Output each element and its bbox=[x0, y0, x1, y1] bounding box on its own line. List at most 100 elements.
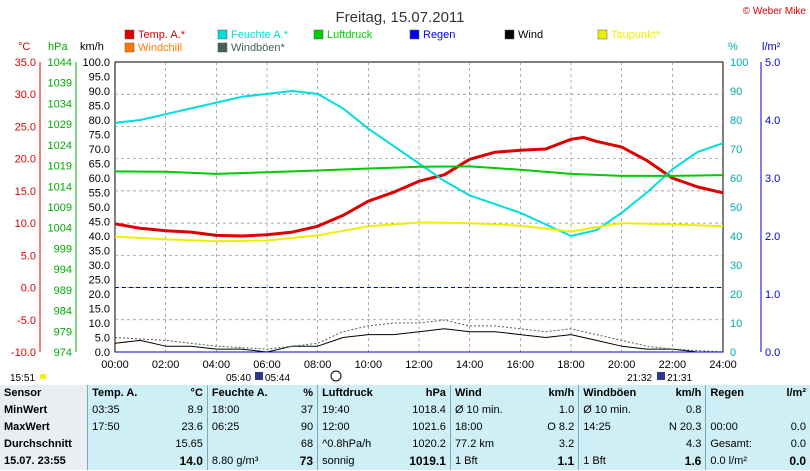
wind-tick-label: 100.0 bbox=[82, 57, 110, 69]
wind-tick-label: 65.0 bbox=[89, 159, 110, 171]
wind-current-value: 1.1 bbox=[525, 453, 579, 470]
wind-tick-label: 95.0 bbox=[89, 72, 110, 84]
stats-header-pres: Luftdruck bbox=[317, 385, 393, 402]
wind-tick-label: 55.0 bbox=[89, 188, 110, 200]
wind-run: 77.2 km bbox=[449, 436, 526, 453]
temp-max-time: 17:50 bbox=[87, 419, 156, 436]
stats-row-avg: Durchschnitt 15.65 68 ^0.8hPa/h 1020.2 7… bbox=[0, 436, 810, 453]
wind-tick-label: 60.0 bbox=[89, 173, 110, 185]
legend-swatch bbox=[124, 42, 135, 53]
gust-min-value: 0.8 bbox=[652, 402, 706, 419]
temp-tick-label: 30.0 bbox=[15, 89, 36, 101]
rain-tick-label: 0.0 bbox=[765, 347, 780, 359]
legend-label: Windböen* bbox=[231, 42, 286, 54]
hum-tick-label: 90 bbox=[730, 86, 742, 98]
hum-tick-label: 100 bbox=[730, 57, 748, 69]
hum-tick-label: 70 bbox=[730, 144, 742, 156]
legend-swatch bbox=[504, 29, 515, 40]
stats-header-rain-unit: l/m² bbox=[782, 385, 810, 402]
rain-min-value bbox=[782, 402, 810, 419]
rain-max-value: 0.0 bbox=[782, 419, 810, 436]
x-tick-label: 02:00 bbox=[152, 359, 180, 371]
stats-row-min: MinWert 03:35 8.9 18:00 37 19:40 1018.4 … bbox=[0, 402, 810, 419]
temp-avg-value: 15.65 bbox=[155, 436, 208, 453]
x-tick-label: 10:00 bbox=[355, 359, 383, 371]
pres-tick-label: 984 bbox=[54, 306, 72, 318]
rain-tick-label: 2.0 bbox=[765, 231, 780, 243]
rain-current-value: 0.0 bbox=[782, 453, 810, 470]
temp-tick-label: 15.0 bbox=[15, 186, 36, 198]
rain-tick-label: 4.0 bbox=[765, 115, 780, 127]
wind-tick-label: 5.0 bbox=[95, 333, 110, 345]
temp-current-value: 14.0 bbox=[155, 453, 208, 470]
rain-tick-label: 5.0 bbox=[765, 57, 780, 69]
stats-header-rain: Regen bbox=[705, 385, 783, 402]
legend-swatch bbox=[409, 29, 420, 40]
sunset-icon bbox=[657, 372, 665, 380]
stats-header-temp-unit: °C bbox=[155, 385, 208, 402]
moon-icon bbox=[330, 370, 342, 382]
pres-trend: ^0.8hPa/h bbox=[317, 436, 393, 453]
temp-tick-label: 20.0 bbox=[15, 154, 36, 166]
sunrise-icon bbox=[255, 372, 263, 380]
series-line-windb-en bbox=[114, 319, 724, 353]
hum-tick-label: 50 bbox=[730, 202, 742, 214]
stats-header-temp: Temp. A. bbox=[87, 385, 156, 402]
legend-label: Wind bbox=[518, 29, 543, 41]
legend-label: Feuchte A.* bbox=[231, 29, 289, 41]
pres-tick-label: 1024 bbox=[48, 140, 72, 152]
hum-max-time: 06:25 bbox=[206, 419, 281, 436]
temp-tick-label: -10.0 bbox=[11, 347, 36, 359]
rain-tick-label: 1.0 bbox=[765, 289, 780, 301]
series-line-temp-a bbox=[114, 135, 724, 238]
pres-tick-label: 989 bbox=[54, 285, 72, 297]
stats-header-wind-unit: km/h bbox=[525, 385, 579, 402]
wind-max-label: 18:00 bbox=[449, 419, 526, 436]
stats-header-sensor: Sensor bbox=[0, 385, 88, 402]
wind-tick-label: 75.0 bbox=[89, 130, 110, 142]
wind-avg-value: 3.2 bbox=[525, 436, 579, 453]
stats-header-wind: Wind bbox=[449, 385, 526, 402]
stats-header-hum-unit: % bbox=[280, 385, 318, 402]
wind-tick-label: 25.0 bbox=[89, 275, 110, 287]
stats-header-pres-unit: hPa bbox=[392, 385, 451, 402]
wind-min-value: 1.0 bbox=[525, 402, 579, 419]
wind-axis-unit: km/h bbox=[80, 41, 104, 53]
hum-axis-unit: % bbox=[728, 41, 738, 53]
pres-tick-label: 999 bbox=[54, 243, 72, 255]
stats-header-gust-unit: km/h bbox=[652, 385, 706, 402]
x-tick-label: 20:00 bbox=[608, 359, 636, 371]
wind-tick-label: 0.0 bbox=[95, 347, 110, 359]
gust-avg-value: 4.3 bbox=[652, 436, 706, 453]
gust-bft: 1 Bft bbox=[578, 453, 653, 470]
temp-tick-label: 0.0 bbox=[21, 283, 36, 295]
sun-marker-left-icon bbox=[40, 374, 46, 379]
hum-tick-label: 40 bbox=[730, 231, 742, 243]
temp-min-value: 8.9 bbox=[155, 402, 208, 419]
wind-tick-label: 90.0 bbox=[89, 86, 110, 98]
series-line-wind bbox=[114, 328, 723, 353]
legend-swatch bbox=[597, 29, 608, 40]
hum-max-value: 90 bbox=[280, 419, 318, 436]
pres-tick-label: 979 bbox=[54, 326, 72, 338]
stats-row-current: 15.07. 23:55 14.0 8.80 g/m³ 73 sonnig 10… bbox=[0, 453, 810, 470]
legend-swatch bbox=[217, 29, 228, 40]
legend-label: Regen bbox=[423, 29, 455, 41]
wind-tick-label: 10.0 bbox=[89, 318, 110, 330]
temp-avg-time bbox=[87, 436, 156, 453]
pres-min-time: 19:40 bbox=[317, 402, 393, 419]
temp-tick-label: 25.0 bbox=[15, 121, 36, 133]
stats-header-gust: Windböen bbox=[578, 385, 653, 402]
stats-current-time: 15.07. 23:55 bbox=[0, 453, 88, 470]
left-axes: 35.0 30.0 25.0 20.0 15.0 10.0 5.0 0.0 -5.0 -10.0 1… bbox=[11, 57, 110, 359]
rain-total-value: 0.0 bbox=[782, 436, 810, 453]
weather-chart: Freitag, 15.07.2011 © Weber Mike Temp. A… bbox=[10, 6, 807, 384]
sunrise-a-time: 05:40 bbox=[226, 373, 251, 384]
pres-tick-label: 1004 bbox=[48, 223, 72, 235]
pres-tick-label: 974 bbox=[54, 347, 72, 359]
credit-text: © Weber Mike bbox=[743, 6, 807, 17]
wind-tick-label: 80.0 bbox=[89, 115, 110, 127]
x-tick-label: 16:00 bbox=[507, 359, 535, 371]
stats-header-hum: Feuchte A. bbox=[206, 385, 281, 402]
gust-avg-label bbox=[578, 436, 653, 453]
